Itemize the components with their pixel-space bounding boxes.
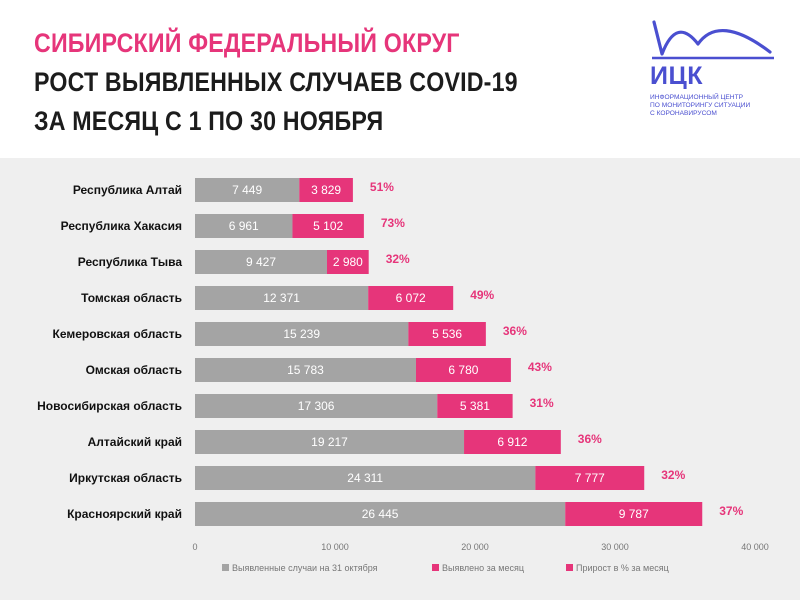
legend-swatch bbox=[566, 564, 573, 571]
bar-month-label: 5 102 bbox=[313, 219, 343, 233]
category-label: Республика Алтай bbox=[73, 183, 182, 197]
bar-month bbox=[415, 358, 511, 382]
bar-month bbox=[292, 214, 364, 238]
bar-month bbox=[368, 286, 454, 310]
bar-base-label: 7 449 bbox=[232, 183, 262, 197]
bar-base bbox=[195, 178, 300, 202]
bar-month bbox=[408, 322, 486, 346]
logo-sub-line: Информационный центр bbox=[650, 94, 743, 101]
growth-percent-label: 51% bbox=[370, 180, 394, 194]
bar-base-label: 15 239 bbox=[283, 327, 320, 341]
title-region: Сибирский федеральный округ bbox=[34, 28, 460, 58]
category-label: Новосибирская область bbox=[37, 399, 182, 413]
logo-wave-icon bbox=[652, 20, 774, 60]
legend-swatch bbox=[222, 564, 229, 571]
legend-swatch bbox=[432, 564, 439, 571]
bar-base bbox=[195, 430, 465, 454]
logo-sub-line: с коронавирусом bbox=[650, 110, 717, 117]
legend-label: Выявленные случаи на 31 октября bbox=[232, 563, 378, 573]
bar-base bbox=[195, 286, 369, 310]
growth-percent-label: 36% bbox=[578, 432, 602, 446]
category-label: Иркутская область bbox=[69, 471, 182, 485]
bar-base-label: 24 311 bbox=[347, 471, 383, 485]
bar-base bbox=[195, 214, 293, 238]
logo: ИЦК Информационный центр по мониторингу … bbox=[650, 18, 780, 128]
title-period: за месяц с 1 по 30 ноября bbox=[34, 106, 384, 136]
bar-base bbox=[195, 502, 566, 526]
bar-base-label: 17 306 bbox=[298, 399, 335, 413]
bar-base bbox=[195, 322, 409, 346]
bar-month-label: 6 912 bbox=[497, 435, 527, 449]
logo-sub-line: по мониторингу ситуации bbox=[650, 102, 751, 109]
x-tick-label: 20 000 bbox=[461, 542, 489, 552]
growth-percent-label: 49% bbox=[470, 288, 494, 302]
bar-month bbox=[437, 394, 513, 418]
category-label: Томская область bbox=[81, 291, 182, 305]
bar-month-label: 9 787 bbox=[619, 507, 649, 521]
x-tick-label: 30 000 bbox=[601, 542, 629, 552]
bar-month-label: 3 829 bbox=[311, 183, 341, 197]
bar-base bbox=[195, 466, 536, 490]
bar-month bbox=[565, 502, 703, 526]
chart-area: Республика Алтай 7 449 3 829 51% Республика … bbox=[0, 158, 800, 600]
x-tick-label: 0 bbox=[192, 542, 197, 552]
growth-percent-label: 32% bbox=[661, 468, 685, 482]
x-tick-label: 40 000 bbox=[741, 542, 769, 552]
bar-month-label: 5 536 bbox=[432, 327, 462, 341]
bar-base-label: 12 371 bbox=[263, 291, 300, 305]
bar-month bbox=[464, 430, 561, 454]
bar-month-label: 6 072 bbox=[396, 291, 426, 305]
bar-month-label: 6 780 bbox=[448, 363, 478, 377]
category-label: Кемеровская область bbox=[53, 327, 183, 341]
x-tick-label: 10 000 bbox=[321, 542, 349, 552]
bar-base-label: 6 961 bbox=[229, 219, 259, 233]
logo-subtitle: Информационный центр по мониторингу ситу… bbox=[650, 94, 785, 118]
legend-label: Выявлено за месяц bbox=[442, 563, 524, 573]
header: Сибирский федеральный округ Рост выявлен… bbox=[0, 0, 800, 158]
bar-base-label: 19 217 bbox=[311, 435, 348, 449]
bar-chart: Республика Алтай 7 449 3 829 51% Республика … bbox=[37, 178, 769, 573]
bar-month bbox=[535, 466, 645, 490]
growth-percent-label: 31% bbox=[530, 396, 554, 410]
bar-base bbox=[195, 394, 438, 418]
bar-base bbox=[195, 250, 327, 274]
category-label: Республика Тыва bbox=[78, 255, 183, 269]
legend-label: Прирост в % за месяц bbox=[576, 563, 669, 573]
logo-abbr: ИЦК bbox=[650, 62, 703, 90]
bar-month bbox=[326, 250, 369, 274]
bar-base-label: 15 783 bbox=[287, 363, 324, 377]
category-label: Республика Хакасия bbox=[61, 219, 182, 233]
bar-base-label: 26 445 bbox=[362, 507, 399, 521]
bar-base-label: 9 427 bbox=[246, 255, 276, 269]
bar-month-label: 5 381 bbox=[460, 399, 490, 413]
bar-month-label: 2 980 bbox=[333, 255, 363, 269]
category-label: Омская область bbox=[86, 363, 182, 377]
growth-percent-label: 37% bbox=[719, 504, 743, 518]
bar-month bbox=[299, 178, 353, 202]
category-label: Алтайский край bbox=[88, 435, 182, 449]
growth-percent-label: 73% bbox=[381, 216, 405, 230]
title-main: Рост выявленных случаев COVID-19 bbox=[34, 67, 518, 97]
bar-month-label: 7 777 bbox=[575, 471, 605, 485]
growth-percent-label: 36% bbox=[503, 324, 527, 338]
growth-percent-label: 43% bbox=[528, 360, 552, 374]
growth-percent-label: 32% bbox=[386, 252, 410, 266]
bar-base bbox=[195, 358, 416, 382]
category-label: Красноярский край bbox=[67, 507, 182, 521]
